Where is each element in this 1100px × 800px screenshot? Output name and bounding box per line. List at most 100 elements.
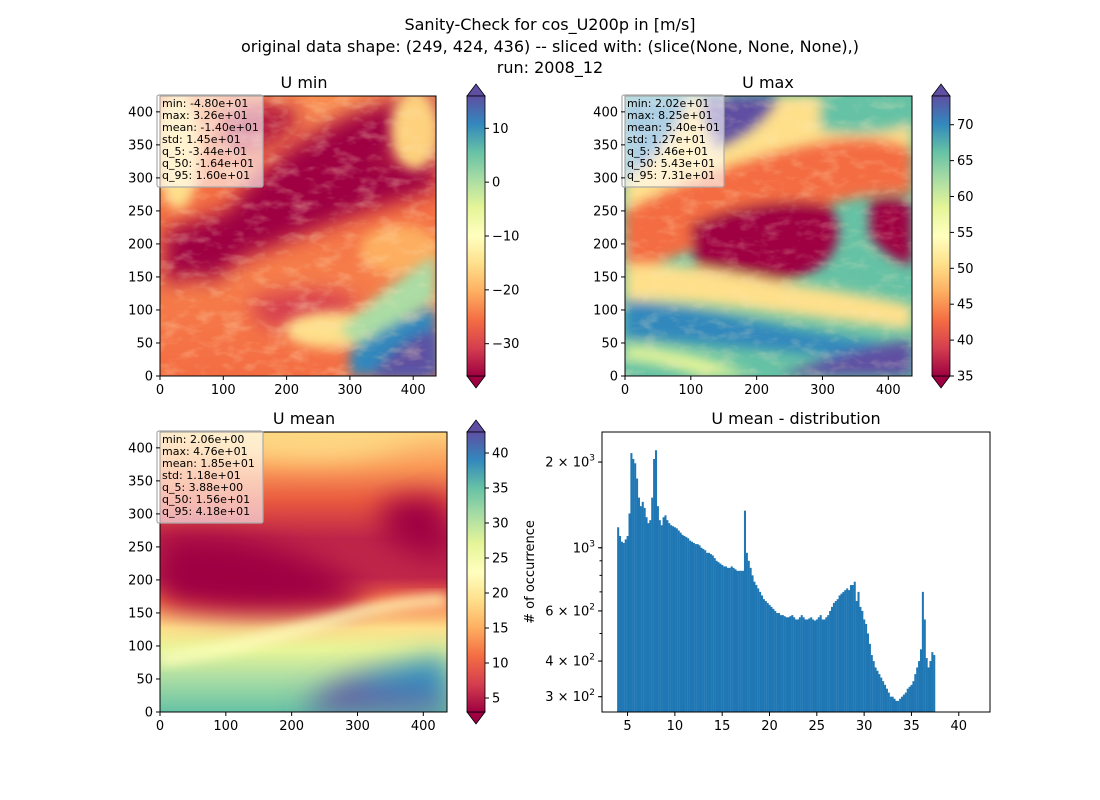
hist-bar xyxy=(889,696,892,712)
umean-colorbar: 5 10 15 20 25 30 35 40 xyxy=(466,419,509,725)
hist-ytick-label-base: 3 × 10 xyxy=(545,690,589,705)
hist-bar xyxy=(747,560,750,712)
hist-bar xyxy=(918,661,921,712)
umean-frame xyxy=(159,431,448,713)
umax-colorbar-extend-top xyxy=(931,83,951,97)
hist-bar xyxy=(849,585,852,712)
hist-bar xyxy=(923,619,926,712)
umean-ytick-label: 350 xyxy=(128,474,153,489)
hist-bars xyxy=(617,450,936,712)
hist-bar xyxy=(779,615,782,712)
umax-colorbar-tick-label: 55 xyxy=(957,226,974,241)
umin-xtick-label: 400 xyxy=(401,383,426,398)
hist-bar xyxy=(654,450,658,712)
panel-umin-title: U min xyxy=(281,73,328,92)
umin-ytick-label: 100 xyxy=(128,303,153,318)
umax-stat-6: q_95: 7.31e+01 xyxy=(627,169,715,182)
hist-bar xyxy=(808,618,811,712)
umean-stats-box: min: 2.06e+00 max: 4.76e+01 mean: 1.85e+… xyxy=(156,430,264,524)
panel-umean: U mean min: 2.06e+00 max: 4.76e+01 mean:… xyxy=(128,409,508,734)
umax-stat-0: min: 2.02e+01 xyxy=(627,97,709,110)
hist-bar xyxy=(692,542,695,712)
umin-stat-3: std: 1.45e+01 xyxy=(162,133,241,146)
hist-bar xyxy=(789,616,792,712)
figure-title-line-3: run: 2008_12 xyxy=(497,58,603,78)
hist-bar xyxy=(622,542,625,712)
hist-bar xyxy=(870,655,873,712)
umean-ytick-label: 300 xyxy=(128,507,153,522)
hist-bar xyxy=(673,527,676,712)
hist-bar xyxy=(848,590,851,712)
umax-colorbar-tick-label: 40 xyxy=(957,334,974,349)
hist-bar xyxy=(882,681,885,712)
hist-bar xyxy=(912,681,915,712)
hist-ytick-label: 4 × 102 xyxy=(545,653,595,670)
umean-colorbar-tick-label: 25 xyxy=(492,552,509,567)
umean-ytick-label: 100 xyxy=(128,639,153,654)
umean-xtick-label: 400 xyxy=(411,719,436,734)
hist-bar xyxy=(806,619,809,712)
umax-axes: 0 100 200 300 400 0 50 100 150 200 250 300 350 400 xyxy=(593,105,901,398)
umean-stat-1: max: 4.76e+01 xyxy=(162,445,248,458)
umean-core-center xyxy=(160,536,370,614)
umin-ytick-label: 350 xyxy=(128,138,153,153)
hist-bar xyxy=(865,623,868,712)
hist-bar xyxy=(887,692,890,712)
hist-bar xyxy=(776,613,779,712)
hist-bar xyxy=(619,535,622,712)
hist-bar xyxy=(743,510,746,712)
umin-ytick-label: 150 xyxy=(128,270,153,285)
umin-stat-4: q_5: -3.44e+01 xyxy=(162,145,247,158)
umin-colorbar-body xyxy=(466,95,486,377)
hist-bar xyxy=(764,601,767,712)
umin-stat-1: max: 3.26e+01 xyxy=(162,109,248,122)
hist-bar xyxy=(902,694,905,712)
hist-bar xyxy=(927,667,930,712)
umin-colorbar-extend-bottom xyxy=(466,375,486,389)
hist-ytick-label-exp: 3 xyxy=(589,539,595,549)
umax-ytick-label: 250 xyxy=(593,204,618,219)
panel-hist-title: U mean - distribution xyxy=(711,409,880,428)
panel-hist: U mean - distribution # of occurrence 5 1… xyxy=(523,409,991,734)
hist-bar xyxy=(836,599,839,712)
hist-ytick-label-base: 4 × 10 xyxy=(545,655,589,670)
hist-xtick-label: 15 xyxy=(714,719,731,734)
hist-bar xyxy=(679,532,682,712)
hist-bar xyxy=(904,692,907,712)
panel-umax: U max min: 2.02e+01 max: 8.25e+01 xyxy=(593,73,973,398)
hist-bar xyxy=(891,696,894,712)
hist-bar xyxy=(713,558,716,712)
hist-bar xyxy=(906,688,909,712)
umin-ytick-label: 300 xyxy=(128,171,153,186)
hist-bar xyxy=(853,581,856,712)
hist-bar xyxy=(772,608,775,712)
hist-bar xyxy=(732,567,735,712)
hist-bar xyxy=(884,684,887,712)
umin-ytick-label: 50 xyxy=(136,336,153,351)
umean-xtick-label: 300 xyxy=(345,719,370,734)
umin-xtick-label: 0 xyxy=(156,383,164,398)
hist-bar xyxy=(821,619,824,712)
figure-title-line-1: Sanity-Check for cos_U200p in [m/s] xyxy=(404,15,695,35)
hist-bar xyxy=(798,617,801,712)
hist-bar xyxy=(829,610,832,712)
umean-colorbar-tick-label: 30 xyxy=(492,517,509,532)
umin-stats-bg xyxy=(156,94,264,188)
umin-stat-2: mean: -1.40e+01 xyxy=(162,121,259,134)
umax-ytick-label: 200 xyxy=(593,237,618,252)
umean-colorbar-tick-label: 40 xyxy=(492,447,509,462)
hist-bar xyxy=(711,555,714,712)
hist-bar xyxy=(810,617,813,712)
umax-colorbar-tick-label: 70 xyxy=(957,118,974,133)
umean-blue-right xyxy=(350,655,447,700)
hist-bar xyxy=(819,615,822,712)
hist-bar xyxy=(914,674,917,712)
hist-bar xyxy=(643,507,646,712)
hist-bar xyxy=(859,606,862,712)
hist-bar xyxy=(660,525,663,712)
hist-bar xyxy=(702,549,705,712)
hist-bar xyxy=(734,569,737,712)
hist-bar xyxy=(651,497,654,712)
hist-ytick-label: 3 × 102 xyxy=(545,688,595,705)
hist-bar xyxy=(895,700,898,712)
